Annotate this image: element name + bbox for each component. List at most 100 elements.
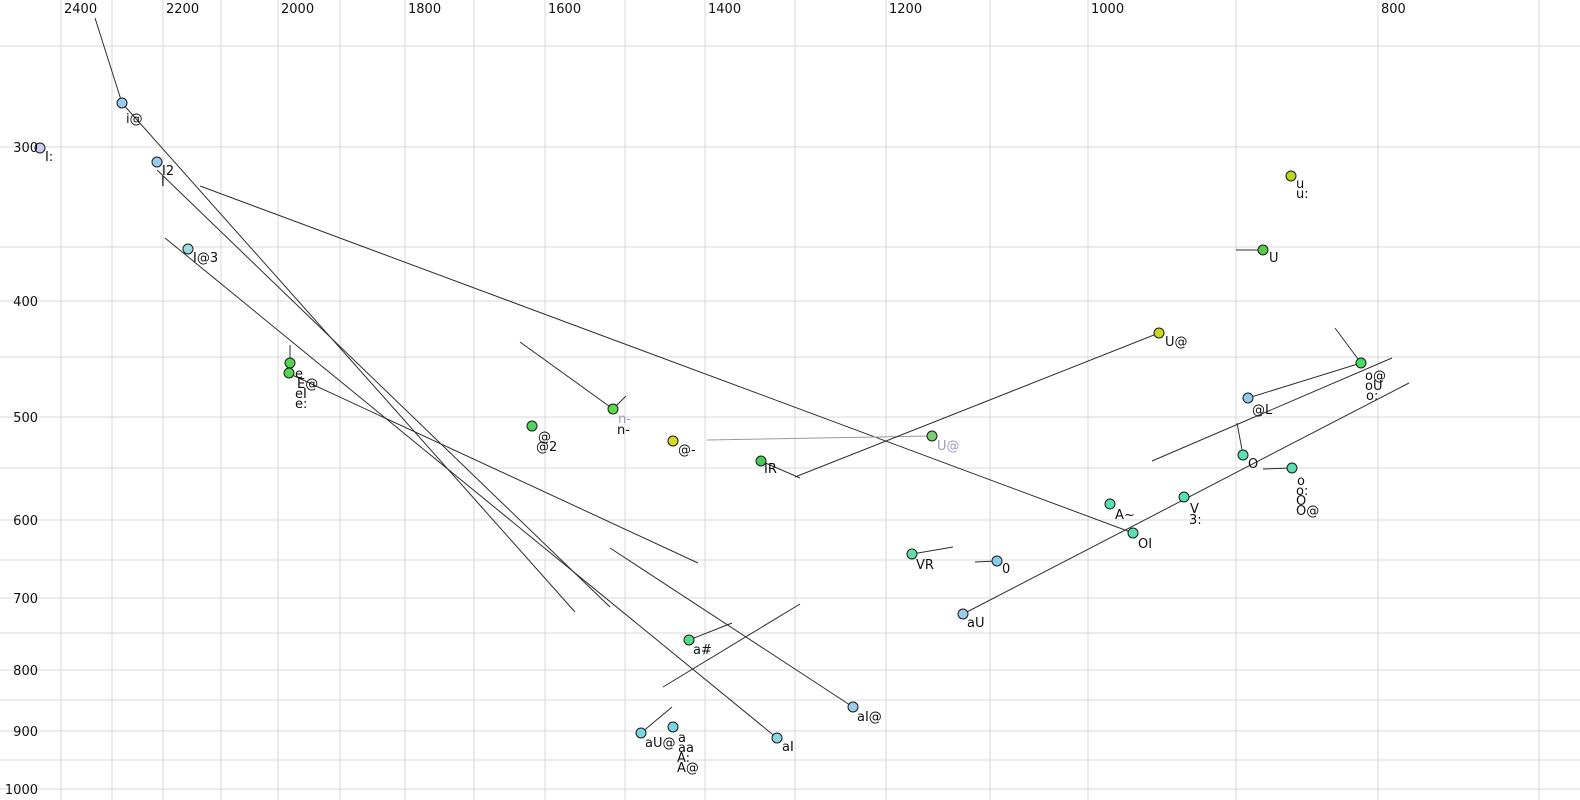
vowel-point-I:[interactable] (34, 142, 46, 154)
vowel-point-@2[interactable] (526, 420, 538, 432)
vowel-point-@-[interactable] (667, 435, 679, 447)
trajectory-lines (94, 17, 1410, 739)
vowel-label-u-1: u: (1296, 187, 1309, 202)
y-axis-tick-label-400: 400 (13, 295, 38, 310)
vowel-point-IR[interactable] (755, 455, 767, 467)
vowel-label-@2: @ (538, 430, 551, 445)
vowel-label-aU@: aU@ (645, 736, 675, 751)
vowel-point-U[interactable] (1257, 244, 1269, 256)
vowel-label-VR: VR (916, 558, 934, 573)
vowel-label-O: O (1248, 457, 1258, 472)
vowel-label-e-2: eI (295, 387, 307, 402)
x-axis-tick-label-1200: 1200 (889, 2, 922, 17)
vowel-label-I2-1: I (161, 175, 165, 190)
vowel-label-@2-1: @2 (536, 440, 557, 455)
vowel-label-a: a (678, 731, 686, 746)
vowel-label-i@: i@ (126, 112, 143, 127)
vowel-point-a#[interactable] (683, 634, 695, 646)
vowel-label-U: U (1269, 251, 1279, 266)
vowel-point-n-[interactable] (607, 403, 619, 415)
x-axis-tick-label-1600: 1600 (548, 2, 581, 17)
vowel-point-aU[interactable] (957, 608, 969, 620)
vowel-label-u: u (1296, 177, 1304, 192)
trajectory-line-22 (640, 706, 673, 734)
vowel-point-U@g[interactable] (926, 430, 938, 442)
vowel-point-@L[interactable] (1242, 392, 1254, 404)
trajectory-line-24 (662, 603, 801, 688)
y-axis-tick-label-600: 600 (13, 514, 38, 529)
vowel-label-A~: A~ (1115, 508, 1135, 523)
vowel-label-OI: OI (1138, 537, 1152, 552)
vowel-label-n--1: n- (617, 423, 630, 438)
vowel-point-OI[interactable] (1127, 527, 1139, 539)
x-axis-tick-label-1400: 1400 (708, 2, 741, 17)
trajectory-line-8 (289, 373, 699, 564)
trajectory-line-9 (609, 547, 854, 708)
vowel-label-a#: a# (693, 643, 712, 658)
vowel-label-I:: I: (45, 150, 53, 165)
vowel-point-U@[interactable] (1153, 327, 1165, 339)
vowel-label-V-1: 3: (1189, 513, 1202, 528)
vowel-label-e: e (295, 367, 303, 382)
vowel-label-V: V (1190, 502, 1199, 517)
trajectory-line-16 (1334, 327, 1362, 364)
trajectory-line-2 (156, 169, 611, 608)
y-axis-tick-label-500: 500 (13, 411, 38, 426)
vowel-point-aU@[interactable] (635, 727, 647, 739)
vowel-label-o@: o@ (1365, 369, 1386, 384)
vowel-label-a-1: aa (678, 741, 694, 756)
vowel-point-o[interactable] (1286, 462, 1298, 474)
vowel-point-0[interactable] (991, 555, 1003, 567)
y-axis-tick-label-900: 900 (13, 725, 38, 740)
vowel-label-a-2: A: (677, 751, 690, 766)
vowel-label-o@-1: oU (1365, 379, 1382, 394)
trajectory-line-3 (199, 185, 1134, 534)
vowel-point-A~[interactable] (1104, 498, 1116, 510)
x-axis-tick-label-2000: 2000 (281, 2, 314, 17)
x-axis-tick-label-1800: 1800 (408, 2, 441, 17)
trajectory-line-5 (519, 341, 614, 410)
vowel-point-V[interactable] (1178, 491, 1190, 503)
trajectory-line-10 (706, 435, 933, 441)
vowel-label-U@: U@ (1165, 335, 1188, 350)
trajectory-line-12 (794, 332, 1160, 478)
trajectory-line-11 (760, 460, 801, 479)
vowel-point-I2[interactable] (151, 156, 163, 168)
vowel-point-o@[interactable] (1355, 357, 1367, 369)
vowel-point-i@[interactable] (116, 97, 128, 109)
vowel-point-u[interactable] (1285, 170, 1297, 182)
y-axis-tick-label-700: 700 (13, 592, 38, 607)
x-axis-tick-label-1000: 1000 (1091, 2, 1124, 17)
vowel-point-I@3[interactable] (182, 243, 194, 255)
vowel-label-o: o (1297, 474, 1305, 489)
trajectory-line-23 (688, 622, 733, 641)
x-axis-tick-label-2200: 2200 (166, 2, 199, 17)
vowel-point-O[interactable] (1237, 449, 1249, 461)
vowel-label-IR: IR (764, 462, 777, 477)
vowel-label-aI: aI (782, 740, 794, 755)
vowel-label-@-: @- (678, 443, 696, 458)
vowel-label-@L: @L (1252, 403, 1273, 418)
y-axis-tick-label-800: 800 (13, 664, 38, 679)
vowel-label-I2: I2 (162, 164, 174, 179)
trajectory-line-4 (164, 237, 778, 739)
vowel-label-U@g: U@ (937, 439, 960, 454)
vowel-point-aI@[interactable] (847, 701, 859, 713)
trajectory-line-14 (1247, 362, 1362, 399)
vowel-point-aI[interactable] (771, 732, 783, 744)
y-axis-tick-label-1000: 1000 (5, 783, 38, 798)
vowel-label-I@3: I@3 (193, 251, 218, 266)
axis-tick-labels: 2400 2200 2000 1800 1600 1400 1200 1000 800 300 40… (5, 2, 1406, 798)
vowel-label-e-1: E@ (297, 377, 318, 392)
vowel-point-e2[interactable] (283, 367, 295, 379)
trajectory-line-0 (94, 17, 123, 104)
vowel-point-a[interactable] (667, 721, 679, 733)
trajectory-line-21 (911, 546, 954, 555)
vowel-points: I: i@ I2I I@3 eE@eIe: @@2 n-n- @- IR U@ U@ uu: Uo@oU… (34, 97, 1386, 776)
vowel-point-e[interactable] (284, 357, 296, 369)
vowel-label-aU: aU (967, 616, 984, 631)
trajectory-line-15 (1151, 357, 1393, 462)
vowel-point-VR[interactable] (906, 548, 918, 560)
